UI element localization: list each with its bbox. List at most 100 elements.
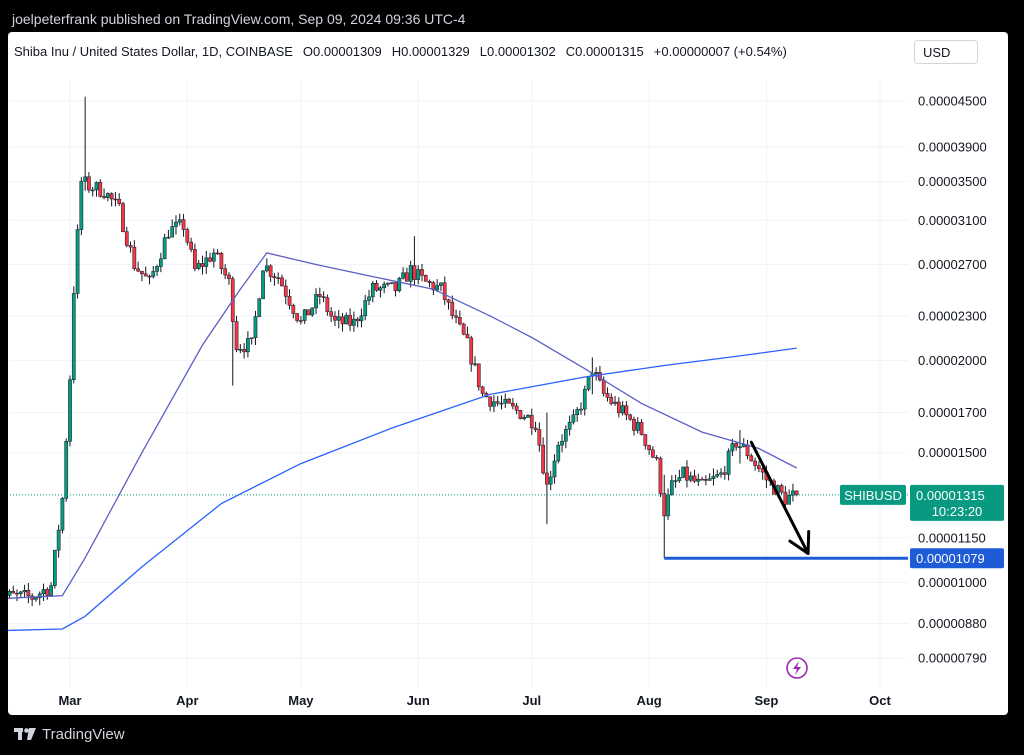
candle-body: [321, 296, 326, 298]
price-tick-label: 0.00002000: [918, 353, 987, 368]
candle-body: [106, 193, 110, 198]
candle-body: [439, 282, 443, 286]
candle-body: [268, 265, 273, 277]
candle-body: [177, 219, 182, 223]
candle-body: [22, 589, 27, 593]
candle-body: [352, 318, 356, 326]
candle-body: [416, 269, 421, 280]
change-value: +0.00000007 (+0.54%): [653, 44, 787, 59]
candle-body: [579, 408, 583, 411]
candle-body: [688, 475, 693, 481]
candle-body: [700, 478, 704, 481]
candle-body: [605, 393, 610, 398]
candle-body: [749, 455, 754, 462]
publish-info: joelpeterfrank published on TradingView.…: [12, 11, 466, 27]
ma-fast-line: [8, 252, 797, 599]
candle-body: [151, 271, 156, 277]
candle-body: [442, 282, 447, 300]
candle-body: [249, 337, 254, 339]
candle-body: [219, 253, 224, 269]
candle-body: [393, 282, 398, 292]
price-tick-label: 0.00002700: [918, 257, 987, 272]
candle-body: [329, 311, 334, 317]
candle-body: [651, 449, 655, 458]
candle-body: [211, 252, 216, 262]
grid-lines: [10, 80, 908, 688]
candle-body: [704, 479, 708, 481]
projection-arrow-head: [788, 529, 811, 555]
candle-body: [181, 219, 186, 230]
candle-body: [541, 444, 545, 474]
candle-body: [450, 301, 455, 317]
candle-body: [64, 441, 69, 499]
candle-body: [794, 490, 799, 496]
candle-body: [757, 465, 761, 469]
candle-body: [560, 440, 564, 446]
candle-body: [666, 494, 670, 517]
candle-body: [412, 265, 417, 280]
candle-body: [155, 266, 159, 272]
candle-body: [370, 283, 375, 298]
candle-body: [492, 401, 496, 407]
candle-body: [253, 316, 258, 338]
candle-body: [719, 472, 723, 475]
candle-body: [34, 597, 38, 600]
price-tick-label: 0.00003500: [918, 174, 987, 189]
tradingview-logo[interactable]: TradingView: [14, 726, 125, 743]
currency-button[interactable]: USD: [914, 40, 978, 64]
symbol-tag-label: SHIBUSD: [844, 488, 902, 503]
candle-body: [98, 182, 103, 197]
candle-body: [389, 282, 394, 284]
candle-body: [378, 287, 383, 291]
candle-body: [783, 491, 788, 505]
candle-body: [598, 372, 602, 381]
candle-body: [405, 272, 409, 282]
candle-body: [480, 386, 485, 394]
candle-body: [223, 268, 228, 276]
candle-body: [401, 272, 405, 279]
candle-body: [295, 313, 299, 321]
candle-body: [507, 398, 511, 404]
time-tick-label: Mar: [58, 693, 81, 708]
chart-frame[interactable]: 0.00001079 SHIBUSD 0.00001315 10:23:20 0.00…: [8, 32, 1008, 715]
candle-body: [586, 376, 591, 390]
candle-body: [83, 176, 87, 182]
price-axis: 0.00004500 0.00003900 0.00003500 0.00003100…: [918, 94, 987, 666]
candle-body: [204, 257, 209, 267]
candle-body: [283, 285, 288, 297]
candle-body: [722, 472, 727, 475]
candle-body: [692, 475, 697, 482]
price-tick-label: 0.00003100: [918, 213, 987, 228]
candle-body: [132, 246, 137, 270]
candle-body: [461, 323, 466, 335]
candle-body: [613, 401, 617, 404]
candle-body: [280, 277, 284, 287]
candle-body: [246, 338, 250, 353]
candle-body: [261, 270, 265, 300]
candle-body: [94, 182, 99, 191]
symbol-title[interactable]: Shiba Inu / United States Dollar, 1D, CO…: [14, 44, 293, 59]
candle-body: [340, 316, 345, 325]
candle-body: [193, 249, 197, 269]
support-price-tag: [910, 548, 1004, 569]
support-price-label: 0.00001079: [916, 551, 985, 566]
last-price-tag: [910, 484, 1004, 521]
candle-body: [336, 316, 341, 321]
candle-body: [730, 443, 735, 452]
candle-body: [8, 590, 12, 596]
bottom-bar: TradingView: [0, 716, 1024, 755]
candle-body: [662, 493, 667, 517]
candle-body: [643, 434, 648, 446]
lightning-icon[interactable]: [786, 657, 808, 679]
candle-body: [609, 397, 614, 404]
candle-body: [37, 593, 42, 598]
candle-body: [707, 478, 712, 481]
candle-body: [567, 421, 572, 430]
candle-body: [287, 296, 292, 306]
candle-body: [121, 203, 125, 232]
candle-body: [711, 475, 716, 479]
open-value: O0.00001309: [302, 44, 382, 59]
candle-body: [325, 297, 330, 312]
